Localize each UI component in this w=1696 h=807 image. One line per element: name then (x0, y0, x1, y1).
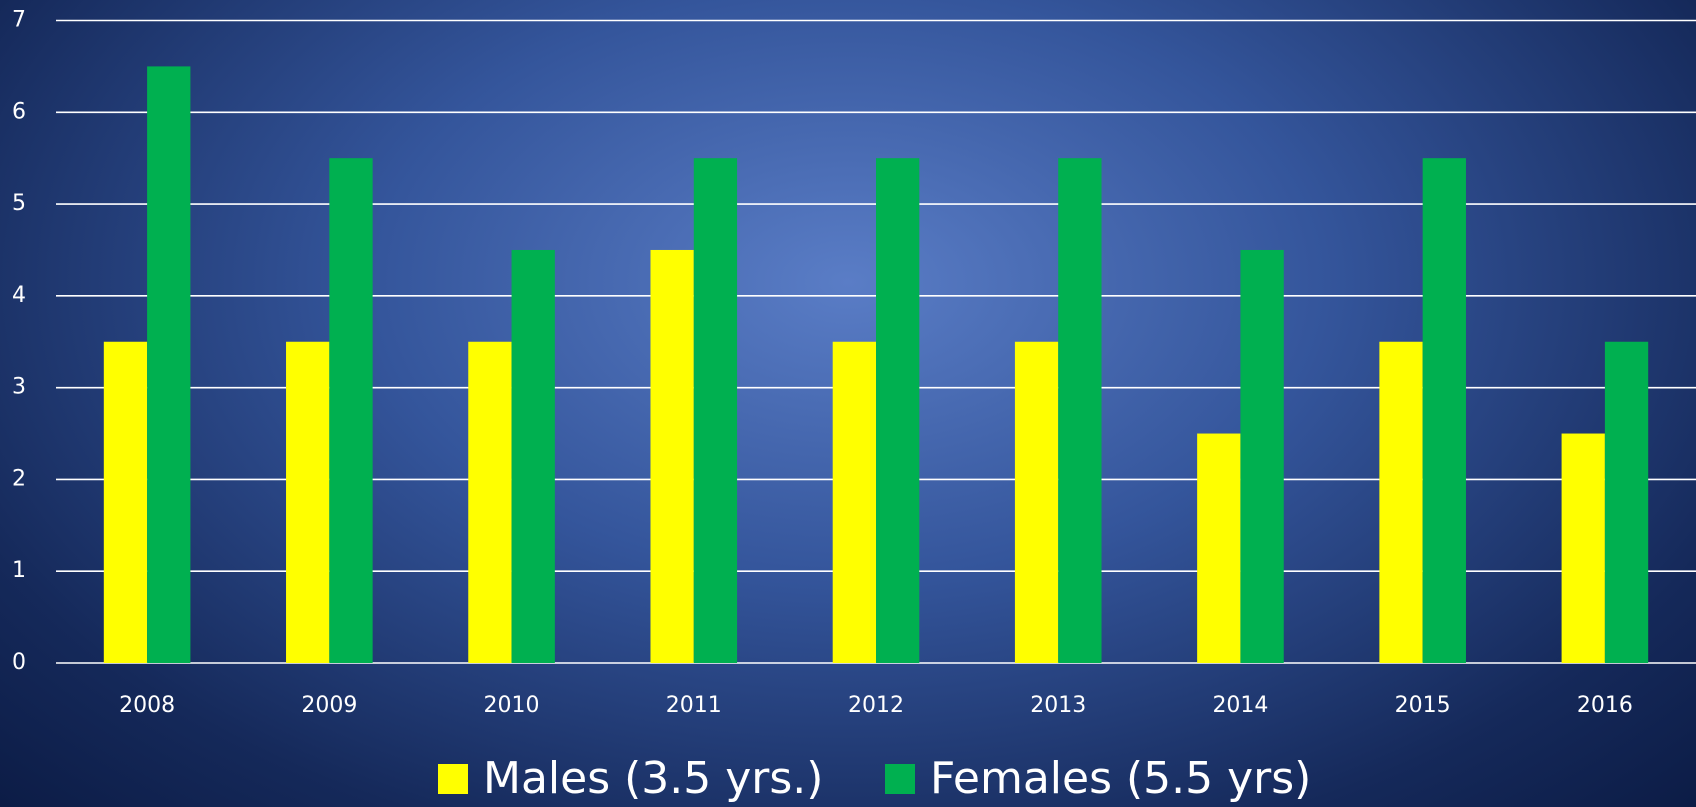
y-tick-label: 0 (12, 650, 26, 675)
x-tick-label: 2012 (848, 693, 904, 718)
bar (1058, 158, 1102, 663)
x-tick-label: 2008 (119, 693, 175, 718)
y-tick-label: 6 (12, 99, 26, 124)
y-tick-label: 1 (12, 558, 26, 583)
bar (1561, 433, 1605, 663)
y-tick-label: 4 (12, 283, 26, 308)
x-tick-label: 2016 (1577, 693, 1633, 718)
bar (1240, 249, 1284, 663)
bar (650, 249, 694, 663)
bar (1422, 158, 1466, 663)
bar (1379, 341, 1423, 663)
x-tick-label: 2009 (301, 693, 357, 718)
legend-label: Females (5.5 yrs) (930, 753, 1311, 804)
bar (876, 158, 920, 663)
legend-label: Males (3.5 yrs.) (483, 753, 823, 804)
bar (511, 249, 555, 663)
y-tick-label: 3 (12, 375, 26, 400)
x-tick-label: 2013 (1030, 693, 1086, 718)
y-tick-label: 5 (12, 191, 26, 216)
bar (329, 158, 373, 663)
bar (286, 341, 330, 663)
bar (468, 341, 512, 663)
x-tick-label: 2010 (484, 693, 540, 718)
bar (693, 158, 738, 663)
y-tick-label: 7 (12, 8, 26, 33)
legend-swatch (885, 764, 915, 794)
x-tick-label: 2015 (1395, 693, 1451, 718)
bar (1197, 433, 1241, 663)
x-tick-label: 2011 (666, 693, 722, 718)
bar (1014, 341, 1059, 663)
x-tick-label: 2014 (1212, 693, 1268, 718)
y-tick-label: 2 (12, 466, 26, 491)
legend-swatch (438, 764, 468, 794)
bar (147, 66, 191, 663)
bar (103, 341, 148, 663)
bar (832, 341, 876, 663)
bar (1604, 341, 1649, 663)
